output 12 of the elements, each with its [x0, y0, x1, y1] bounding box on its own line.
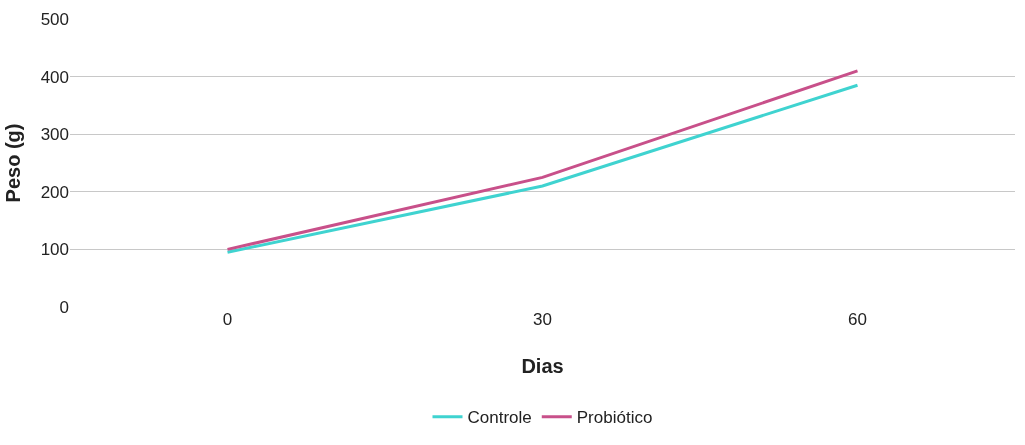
x-axis-title: Dias — [521, 354, 564, 377]
y-axis-title: Peso (g) — [2, 123, 24, 203]
y-tick-label: 200 — [40, 182, 69, 202]
y-tick-label: 100 — [40, 240, 69, 260]
x-tick-label: 60 — [848, 310, 867, 329]
legend-label: Probiótico — [576, 408, 653, 428]
y-tick-label: 400 — [40, 67, 69, 87]
x-tick-label: 0 — [222, 310, 233, 329]
legend-label: Controle — [467, 408, 532, 428]
x-tick-label: 30 — [533, 310, 552, 329]
y-tick-label: 300 — [40, 125, 69, 145]
y-tick-label: 500 — [40, 9, 69, 29]
